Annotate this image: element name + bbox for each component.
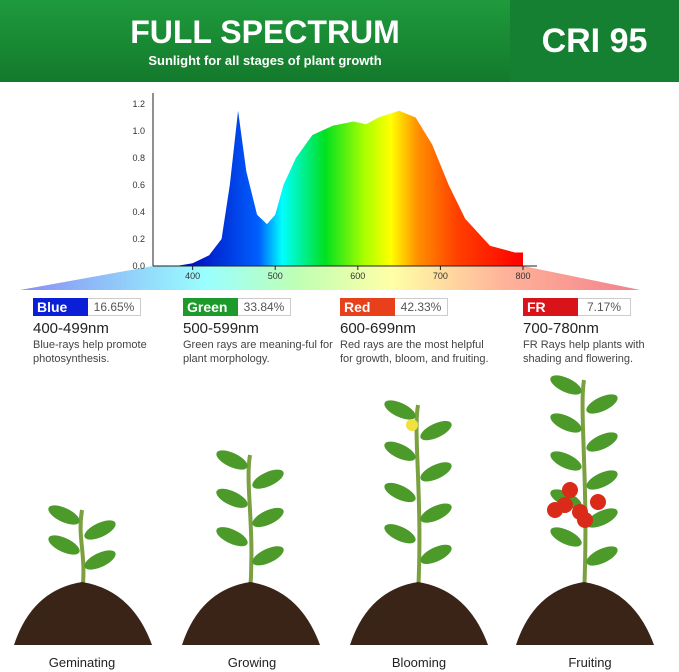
band-percent: 33.84% bbox=[238, 298, 291, 316]
band-name: Green bbox=[183, 298, 238, 316]
x-tick-label: 400 bbox=[185, 271, 200, 281]
band-range: 400-499nm bbox=[33, 320, 109, 337]
leaf bbox=[252, 507, 284, 528]
band-percent: 16.65% bbox=[88, 298, 141, 316]
leaf bbox=[550, 527, 582, 547]
stage-label: Geminating bbox=[48, 655, 116, 670]
y-tick-label: 0.8 bbox=[132, 153, 145, 163]
band-description: Red rays are the most helpful for growth… bbox=[340, 339, 489, 365]
y-tick-label: 0.6 bbox=[132, 180, 145, 190]
band-2: Red 42.33% 600-699nm Red rays are the mos… bbox=[340, 298, 490, 366]
spectrum-chart: 400 500 600 700 800 0.0 0.2 0.4 0.6 0.8 1.0 1.2 bbox=[20, 93, 640, 290]
soil-mound bbox=[350, 582, 488, 645]
band-0: Blue 16.65% 400-499nm Blue-rays help prom… bbox=[33, 298, 183, 366]
leaf bbox=[586, 546, 618, 566]
tomato bbox=[547, 502, 563, 518]
x-tick-label: 700 bbox=[433, 271, 448, 281]
leaf bbox=[586, 470, 618, 490]
leaf bbox=[550, 375, 582, 395]
stage-label: Fruiting bbox=[568, 655, 612, 670]
band-range: 600-699nm bbox=[340, 320, 416, 337]
y-tick-label: 0.0 bbox=[132, 261, 145, 271]
leaf bbox=[252, 469, 284, 489]
leaf bbox=[586, 394, 618, 414]
spectrum-floor bbox=[20, 266, 640, 290]
leaf bbox=[252, 546, 284, 566]
band-percent: 42.33% bbox=[395, 298, 448, 316]
plant-stages bbox=[14, 375, 654, 645]
header-banner: FULL SPECTRUM Sunlight for all stages of… bbox=[0, 0, 679, 82]
y-tick-label: 0.2 bbox=[132, 234, 145, 244]
band-description: FR Rays help plants with shading and flo… bbox=[523, 339, 645, 365]
band-name: Blue bbox=[33, 298, 88, 316]
leaf bbox=[84, 550, 116, 570]
band-name: FR bbox=[523, 298, 578, 316]
y-tick-label: 1.0 bbox=[132, 126, 145, 136]
plant-stem bbox=[414, 404, 422, 596]
tomato bbox=[590, 494, 606, 510]
soil-mound bbox=[182, 582, 320, 645]
band-range: 700-780nm bbox=[523, 320, 599, 337]
subtitle: Sunlight for all stages of plant growth bbox=[148, 53, 382, 68]
tomato bbox=[562, 482, 578, 498]
band-1: Green 33.84% 500-599nm Green rays are mea… bbox=[183, 298, 333, 366]
leaf bbox=[384, 524, 416, 544]
leaf bbox=[384, 482, 416, 503]
leaf bbox=[216, 488, 248, 508]
band-3: FR 7.17% 700-780nm FR Rays help plants wi… bbox=[523, 298, 673, 366]
leaf bbox=[550, 451, 582, 471]
flower bbox=[406, 419, 418, 431]
band-range: 500-599nm bbox=[183, 320, 259, 337]
y-tick-label: 1.2 bbox=[132, 99, 145, 109]
stage-label: Blooming bbox=[391, 655, 447, 670]
leaf bbox=[48, 535, 80, 555]
x-tick-label: 500 bbox=[268, 271, 283, 281]
leaf bbox=[420, 503, 452, 523]
soil-mound bbox=[14, 582, 152, 645]
band-name: Red bbox=[340, 298, 395, 316]
x-tick-label: 800 bbox=[515, 271, 530, 281]
cri-badge: CRI 95 bbox=[510, 0, 679, 82]
leaf bbox=[550, 413, 582, 433]
leaf bbox=[420, 421, 452, 441]
x-tick-label: 600 bbox=[350, 271, 365, 281]
plant-stem bbox=[580, 379, 588, 596]
leaf bbox=[586, 508, 618, 528]
leaf bbox=[216, 450, 248, 470]
band-description: Blue-rays help promote photosynthesis. bbox=[33, 339, 147, 365]
band-percent: 7.17% bbox=[578, 298, 631, 316]
title: FULL SPECTRUM bbox=[130, 14, 400, 50]
leaf bbox=[48, 505, 80, 525]
leaf bbox=[384, 441, 416, 461]
leaf bbox=[420, 544, 452, 564]
tomato bbox=[577, 512, 593, 528]
y-tick-label: 0.4 bbox=[132, 207, 145, 217]
leaf bbox=[586, 432, 618, 452]
stage-label: Growing bbox=[227, 655, 277, 670]
leaf bbox=[84, 520, 116, 540]
plant-stem bbox=[246, 454, 254, 596]
band-description: Green rays are meaning-ful for plant mor… bbox=[183, 339, 333, 365]
soil-mound bbox=[516, 582, 654, 645]
leaf bbox=[216, 527, 248, 547]
leaf bbox=[420, 462, 452, 482]
spectrum-area bbox=[176, 110, 523, 266]
leaf bbox=[384, 400, 416, 420]
